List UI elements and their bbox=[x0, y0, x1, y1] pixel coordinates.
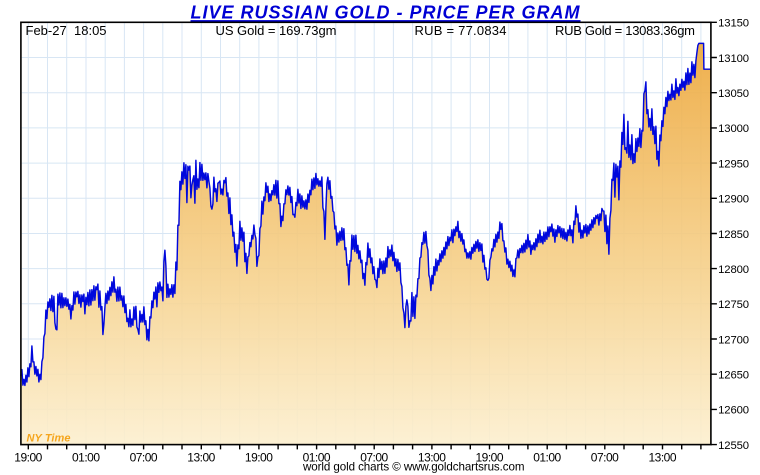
svg-text:01:00: 01:00 bbox=[72, 450, 100, 464]
svg-text:13000: 13000 bbox=[718, 123, 749, 135]
svg-text:07:00: 07:00 bbox=[591, 450, 619, 464]
svg-text:13:00: 13:00 bbox=[649, 450, 677, 464]
svg-text:LIVE RUSSIAN GOLD - PRICE PER: LIVE RUSSIAN GOLD - PRICE PER GRAM bbox=[191, 3, 581, 23]
svg-text:13150: 13150 bbox=[718, 18, 749, 30]
svg-text:12800: 12800 bbox=[718, 264, 749, 276]
svg-text:01:00: 01:00 bbox=[533, 450, 561, 464]
svg-text:RUB Gold = 13083.36gm: RUB Gold = 13083.36gm bbox=[555, 23, 695, 38]
svg-text:12750: 12750 bbox=[718, 299, 749, 311]
svg-text:19:00: 19:00 bbox=[476, 450, 504, 464]
svg-text:07:00: 07:00 bbox=[130, 450, 158, 464]
svg-text:RUB = 77.0834: RUB = 77.0834 bbox=[415, 23, 507, 38]
svg-text:world gold charts © www.goldch: world gold charts © www.goldchartsrus.co… bbox=[302, 460, 525, 473]
svg-text:01:00: 01:00 bbox=[303, 450, 331, 464]
svg-text:12850: 12850 bbox=[718, 229, 749, 241]
svg-text:Feb-27: Feb-27 bbox=[26, 23, 67, 38]
svg-text:12900: 12900 bbox=[718, 194, 749, 206]
svg-text:13050: 13050 bbox=[718, 88, 749, 100]
svg-text:19:00: 19:00 bbox=[14, 450, 42, 464]
svg-text:12600: 12600 bbox=[718, 405, 749, 417]
svg-text:13:00: 13:00 bbox=[187, 450, 215, 464]
svg-text:18:05: 18:05 bbox=[74, 23, 107, 38]
svg-text:12550: 12550 bbox=[718, 440, 749, 452]
svg-text:12650: 12650 bbox=[718, 370, 749, 382]
svg-text:NY Time: NY Time bbox=[27, 433, 71, 445]
svg-text:13100: 13100 bbox=[718, 53, 749, 65]
svg-text:19:00: 19:00 bbox=[245, 450, 273, 464]
svg-text:13:00: 13:00 bbox=[418, 450, 446, 464]
svg-text:US Gold = 169.73gm: US Gold = 169.73gm bbox=[216, 23, 337, 38]
svg-text:07:00: 07:00 bbox=[360, 450, 388, 464]
svg-text:12950: 12950 bbox=[718, 158, 749, 170]
svg-text:12700: 12700 bbox=[718, 334, 749, 346]
